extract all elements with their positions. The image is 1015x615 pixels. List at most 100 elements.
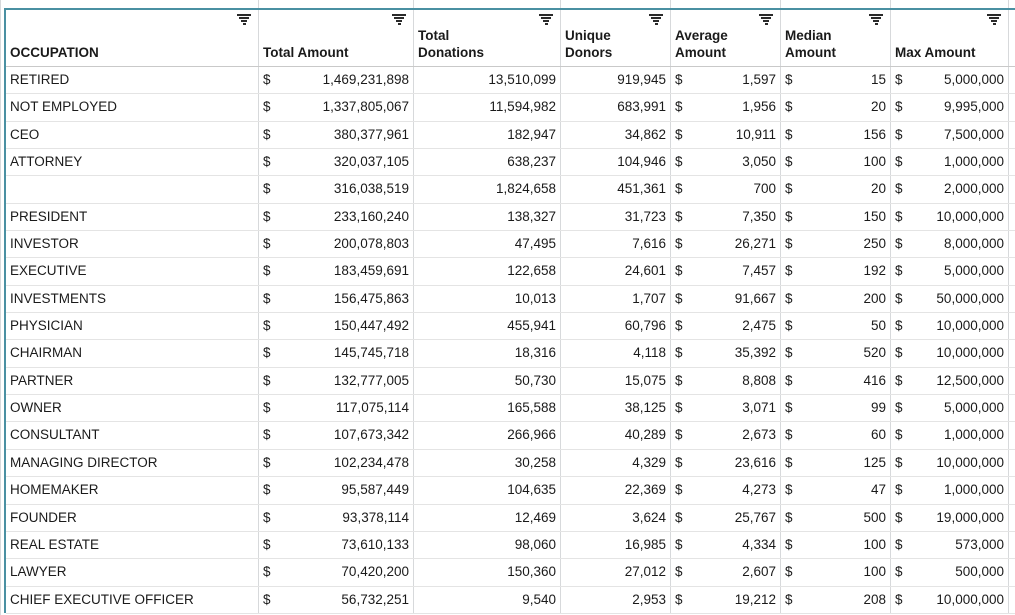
cell-total_donations[interactable]: 1,824,658: [414, 176, 561, 203]
cell-unique_donors[interactable]: 7,616: [561, 231, 671, 258]
cell-average_amount[interactable]: $ 91,667: [671, 285, 781, 313]
cell-occupation[interactable]: CONSULTANT: [6, 422, 259, 449]
cell-total_donations[interactable]: 11,594,982: [414, 94, 561, 121]
cell-total_amount[interactable]: $ 316,038,519: [259, 176, 414, 203]
cell-median_amount[interactable]: $ 150: [781, 203, 891, 231]
cell-average_amount[interactable]: $ 10,911: [671, 121, 781, 149]
filter-icon[interactable]: [538, 14, 554, 27]
cell-total_amount[interactable]: $ 102,234,478: [259, 449, 414, 477]
cell-unique_donors[interactable]: 919,945: [561, 67, 671, 94]
cell-unique_donors[interactable]: 27,012: [561, 559, 671, 586]
cell-total_donations[interactable]: 9,540: [414, 586, 561, 613]
cell-unique_donors[interactable]: 38,125: [561, 395, 671, 422]
cell-total_amount[interactable]: $ 1,469,231,898: [259, 67, 414, 94]
cell-total_amount[interactable]: $ 150,447,492: [259, 313, 414, 340]
cell-max_amount[interactable]: $ 9,995,000: [891, 94, 1009, 121]
cell-occupation[interactable]: MANAGING DIRECTOR: [6, 449, 259, 477]
cell-max_amount[interactable]: $ 7,500,000: [891, 121, 1009, 149]
cell-occupation[interactable]: ATTORNEY: [6, 149, 259, 176]
header-median_amount[interactable]: Median Amount: [781, 10, 891, 66]
cell-total_donations[interactable]: 122,658: [414, 258, 561, 285]
header-occupation[interactable]: OCCUPATION: [6, 10, 259, 66]
cell-total_amount[interactable]: $ 380,377,961: [259, 121, 414, 149]
cell-max_amount[interactable]: $ 12,500,000: [891, 367, 1009, 395]
cell-average_amount[interactable]: $ 700: [671, 176, 781, 203]
header-total_donations[interactable]: Total Donations: [414, 10, 561, 66]
cell-max_amount[interactable]: $ 8,000,000: [891, 231, 1009, 258]
cell-average_amount[interactable]: $ 2,475: [671, 313, 781, 340]
cell-total_amount[interactable]: $ 145,745,718: [259, 340, 414, 367]
cell-unique_donors[interactable]: 4,329: [561, 449, 671, 477]
cell-max_amount[interactable]: $ 5,000,000: [891, 395, 1009, 422]
cell-median_amount[interactable]: $ 15: [781, 67, 891, 94]
cell-unique_donors[interactable]: 15,075: [561, 367, 671, 395]
cell-unique_donors[interactable]: 31,723: [561, 203, 671, 231]
cell-total_donations[interactable]: 165,588: [414, 395, 561, 422]
cell-unique_donors[interactable]: 2,953: [561, 586, 671, 613]
cell-unique_donors[interactable]: 16,985: [561, 531, 671, 559]
header-unique_donors[interactable]: Unique Donors: [561, 10, 671, 66]
cell-total_amount[interactable]: $ 73,610,133: [259, 531, 414, 559]
cell-occupation[interactable]: EXECUTIVE: [6, 258, 259, 285]
filter-icon[interactable]: [391, 14, 407, 27]
cell-total_amount[interactable]: $ 132,777,005: [259, 367, 414, 395]
cell-occupation[interactable]: FOUNDER: [6, 504, 259, 531]
cell-median_amount[interactable]: $ 20: [781, 176, 891, 203]
cell-max_amount[interactable]: $ 19,000,000: [891, 504, 1009, 531]
cell-total_amount[interactable]: $ 117,075,114: [259, 395, 414, 422]
cell-average_amount[interactable]: $ 3,071: [671, 395, 781, 422]
cell-unique_donors[interactable]: 104,946: [561, 149, 671, 176]
cell-total_amount[interactable]: $ 93,378,114: [259, 504, 414, 531]
cell-median_amount[interactable]: $ 60: [781, 422, 891, 449]
cell-occupation[interactable]: REAL ESTATE: [6, 531, 259, 559]
cell-unique_donors[interactable]: 683,991: [561, 94, 671, 121]
cell-median_amount[interactable]: $ 156: [781, 121, 891, 149]
cell-max_amount[interactable]: $ 10,000,000: [891, 340, 1009, 367]
cell-median_amount[interactable]: $ 100: [781, 531, 891, 559]
cell-occupation[interactable]: CHAIRMAN: [6, 340, 259, 367]
cell-max_amount[interactable]: $ 5,000,000: [891, 67, 1009, 94]
cell-total_donations[interactable]: 47,495: [414, 231, 561, 258]
cell-max_amount[interactable]: $ 1,000,000: [891, 149, 1009, 176]
filter-icon[interactable]: [758, 14, 774, 27]
cell-total_donations[interactable]: 455,941: [414, 313, 561, 340]
cell-median_amount[interactable]: $ 520: [781, 340, 891, 367]
filter-icon[interactable]: [648, 14, 664, 27]
cell-median_amount[interactable]: $ 20: [781, 94, 891, 121]
cell-max_amount[interactable]: $ 1,000,000: [891, 422, 1009, 449]
cell-median_amount[interactable]: $ 208: [781, 586, 891, 613]
cell-median_amount[interactable]: $ 47: [781, 477, 891, 504]
cell-median_amount[interactable]: $ 125: [781, 449, 891, 477]
header-average_amount[interactable]: Average Amount: [671, 10, 781, 66]
cell-total_donations[interactable]: 18,316: [414, 340, 561, 367]
cell-occupation[interactable]: OWNER: [6, 395, 259, 422]
cell-max_amount[interactable]: $ 5,000,000: [891, 258, 1009, 285]
cell-occupation[interactable]: INVESTOR: [6, 231, 259, 258]
cell-unique_donors[interactable]: 24,601: [561, 258, 671, 285]
cell-max_amount[interactable]: $ 2,000,000: [891, 176, 1009, 203]
cell-total_donations[interactable]: 98,060: [414, 531, 561, 559]
cell-total_amount[interactable]: $ 200,078,803: [259, 231, 414, 258]
cell-unique_donors[interactable]: 40,289: [561, 422, 671, 449]
cell-unique_donors[interactable]: 451,361: [561, 176, 671, 203]
cell-total_amount[interactable]: $ 1,337,805,067: [259, 94, 414, 121]
cell-occupation[interactable]: INVESTMENTS: [6, 285, 259, 313]
cell-max_amount[interactable]: $ 500,000: [891, 559, 1009, 586]
header-total_amount[interactable]: Total Amount: [259, 10, 414, 66]
cell-max_amount[interactable]: $ 10,000,000: [891, 313, 1009, 340]
cell-unique_donors[interactable]: 22,369: [561, 477, 671, 504]
cell-total_donations[interactable]: 104,635: [414, 477, 561, 504]
filter-icon[interactable]: [236, 14, 252, 27]
cell-max_amount[interactable]: $ 573,000: [891, 531, 1009, 559]
cell-total_donations[interactable]: 182,947: [414, 121, 561, 149]
cell-average_amount[interactable]: $ 7,457: [671, 258, 781, 285]
cell-total_amount[interactable]: $ 183,459,691: [259, 258, 414, 285]
cell-total_amount[interactable]: $ 320,037,105: [259, 149, 414, 176]
cell-occupation[interactable]: PARTNER: [6, 367, 259, 395]
cell-median_amount[interactable]: $ 200: [781, 285, 891, 313]
cell-average_amount[interactable]: $ 4,334: [671, 531, 781, 559]
cell-average_amount[interactable]: $ 23,616: [671, 449, 781, 477]
cell-unique_donors[interactable]: 4,118: [561, 340, 671, 367]
cell-median_amount[interactable]: $ 250: [781, 231, 891, 258]
cell-median_amount[interactable]: $ 416: [781, 367, 891, 395]
